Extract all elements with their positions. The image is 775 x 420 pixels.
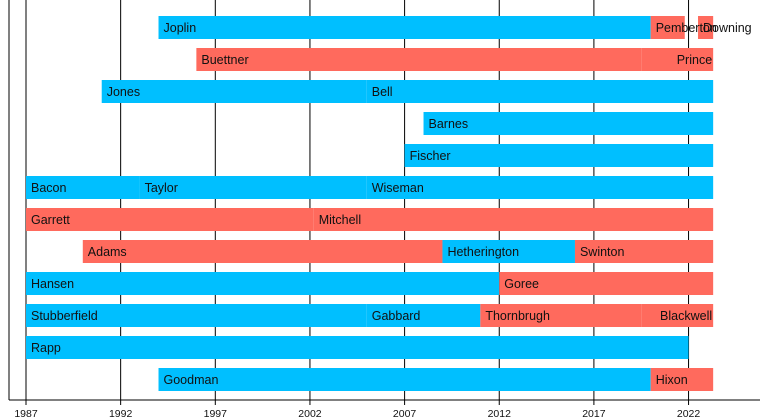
- bar-label-hansen: Hansen: [31, 277, 74, 291]
- bar-label-swinton: Swinton: [580, 245, 625, 259]
- bar-label-fischer: Fischer: [410, 149, 451, 163]
- bar-joplin: [158, 16, 651, 39]
- bar-gabbard: [366, 304, 481, 327]
- bar-wiseman: [366, 176, 714, 199]
- bar-swinton: [574, 240, 714, 263]
- bar-goodman: [158, 368, 651, 391]
- bar-pemberton: [650, 16, 685, 39]
- bar-label-gabbard: Gabbard: [372, 309, 421, 323]
- bar-label-rapp: Rapp: [31, 341, 61, 355]
- bar-label-jones: Jones: [107, 85, 140, 99]
- bar-barnes: [423, 112, 714, 135]
- bar-label-hetherington: Hetherington: [447, 245, 519, 259]
- bar-adams: [82, 240, 443, 263]
- bar-label-thornbrugh: Thornbrugh: [485, 309, 550, 323]
- bar-mitchell: [313, 208, 714, 231]
- bar-downing: [698, 16, 714, 39]
- bars-layer: [26, 16, 714, 391]
- tick-label-2012: 2012: [488, 408, 512, 420]
- bar-label-joplin: Joplin: [164, 21, 197, 35]
- bar-blackwell: [641, 304, 714, 327]
- tick-label-2007: 2007: [393, 408, 417, 420]
- tick-label-2022: 2022: [677, 408, 701, 420]
- tick-label-1992: 1992: [109, 408, 133, 420]
- bar-stubberfield: [26, 304, 367, 327]
- bar-rapp: [26, 336, 689, 359]
- bar-taylor: [139, 176, 367, 199]
- bar-fischer: [404, 144, 714, 167]
- bar-hansen: [26, 272, 500, 295]
- bar-label-wiseman: Wiseman: [372, 181, 424, 195]
- bar-label-pemberton: Pemberton: [656, 21, 717, 35]
- bar-label-adams: Adams: [88, 245, 127, 259]
- bar-label-buettner: Buettner: [201, 53, 248, 67]
- bar-thornbrugh: [480, 304, 642, 327]
- x-axis-ticks: 1987 1992 1997 2002 2007 2012 2017 2022: [14, 400, 700, 420]
- bar-garrett: [26, 208, 314, 231]
- bar-label-goree: Goree: [504, 277, 539, 291]
- bar-label-bell: Bell: [372, 85, 393, 99]
- tick-label-1997: 1997: [204, 408, 228, 420]
- bar-hetherington: [442, 240, 575, 263]
- bar-prince: [641, 48, 714, 71]
- bar-bell: [366, 80, 714, 103]
- bar-label-downing: Downing: [703, 21, 752, 35]
- tick-label-2002: 2002: [298, 408, 322, 420]
- bar-buettner: [196, 48, 642, 71]
- bar-goree: [499, 272, 714, 295]
- tick-label-1987: 1987: [14, 408, 38, 420]
- bar-label-hixon: Hixon: [656, 373, 688, 387]
- bar-label-mitchell: Mitchell: [319, 213, 361, 227]
- tick-label-2017: 2017: [582, 408, 606, 420]
- bar-jones: [101, 80, 367, 103]
- bar-label-prince: Prince: [677, 53, 712, 67]
- bar-label-garrett: Garrett: [31, 213, 70, 227]
- bar-label-taylor: Taylor: [145, 181, 178, 195]
- bar-label-goodman: Goodman: [164, 373, 219, 387]
- bar-label-barnes: Barnes: [429, 117, 469, 131]
- bar-label-bacon: Bacon: [31, 181, 66, 195]
- bar-label-blackwell: Blackwell: [660, 309, 712, 323]
- bar-bacon: [26, 176, 140, 199]
- bar-hixon: [650, 368, 714, 391]
- bar-label-stubberfield: Stubberfield: [31, 309, 98, 323]
